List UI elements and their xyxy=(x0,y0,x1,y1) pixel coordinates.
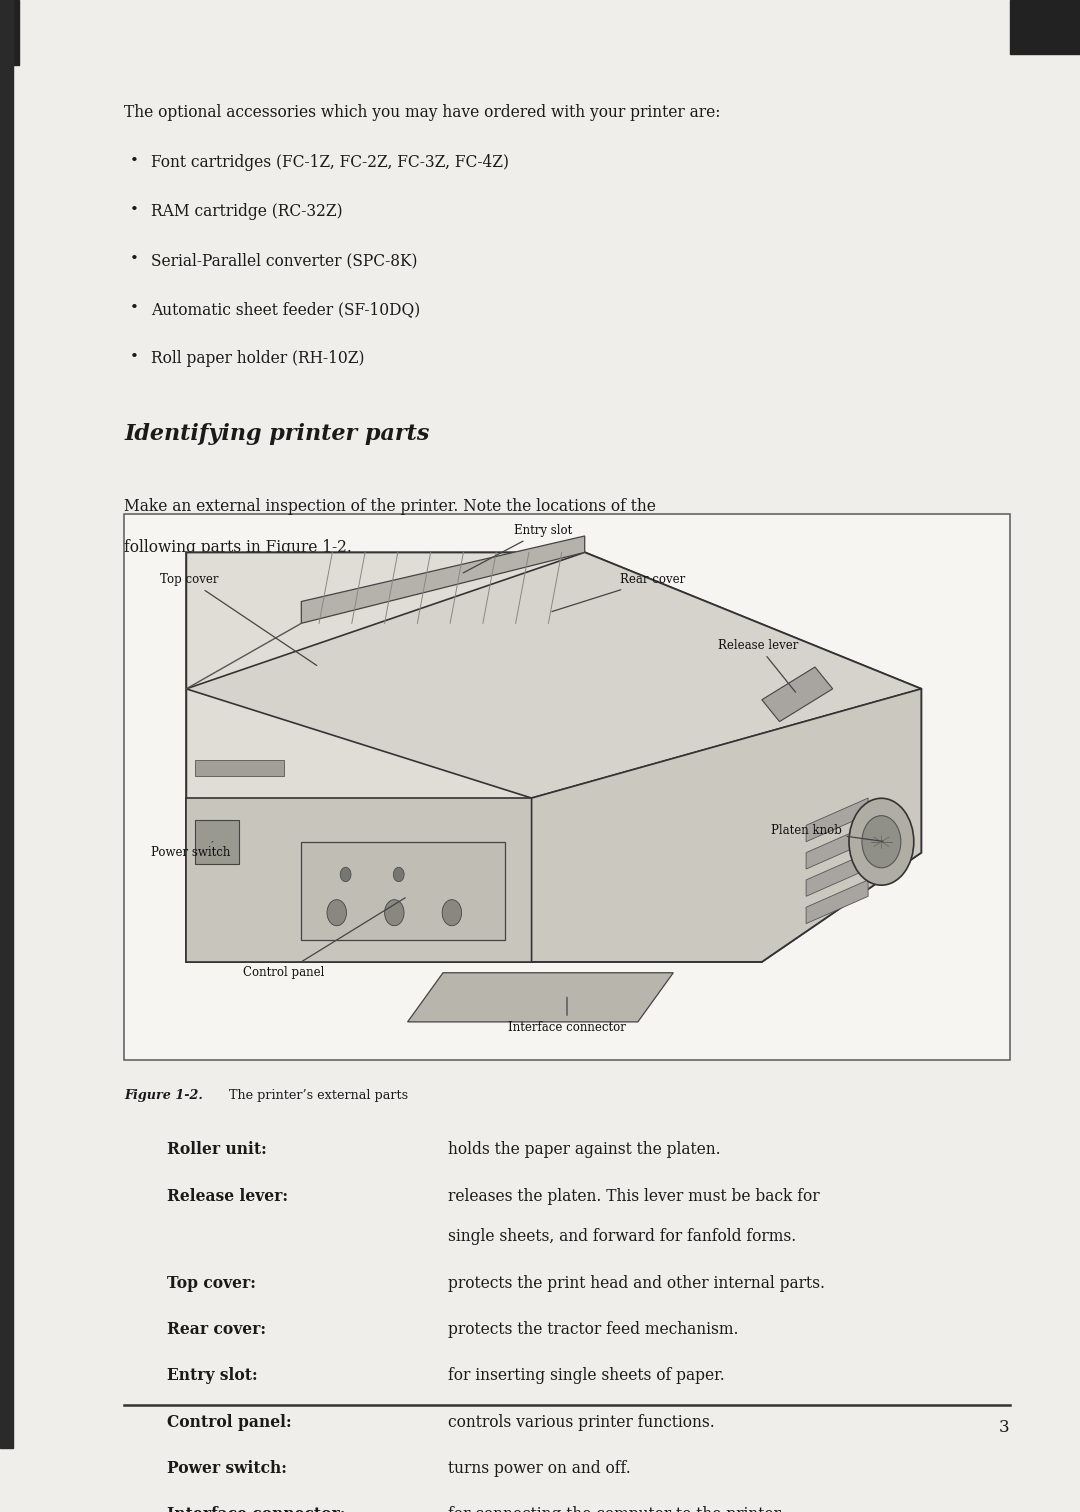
Text: Interface connector: Interface connector xyxy=(508,998,626,1034)
Text: Entry slot:: Entry slot: xyxy=(167,1367,258,1385)
Text: turns power on and off.: turns power on and off. xyxy=(448,1461,631,1477)
Circle shape xyxy=(862,815,901,868)
Text: Top cover:: Top cover: xyxy=(167,1275,256,1291)
Text: for connecting the computer to the printer.: for connecting the computer to the print… xyxy=(448,1506,784,1512)
Text: Entry slot: Entry slot xyxy=(463,525,572,573)
Text: holds the paper against the platen.: holds the paper against the platen. xyxy=(448,1142,720,1158)
Text: Roll paper holder (RH-10Z): Roll paper holder (RH-10Z) xyxy=(151,351,365,367)
Bar xyxy=(124,514,1010,1060)
Text: Power switch:: Power switch: xyxy=(167,1461,287,1477)
Text: Figure 1-2.: Figure 1-2. xyxy=(124,1089,203,1102)
Text: The printer’s external parts: The printer’s external parts xyxy=(225,1089,408,1102)
Polygon shape xyxy=(195,820,240,863)
Text: Release lever:: Release lever: xyxy=(167,1187,288,1205)
Polygon shape xyxy=(186,552,921,798)
Polygon shape xyxy=(407,972,673,1022)
Bar xyxy=(0,0,13,1448)
Text: •: • xyxy=(130,351,138,364)
Polygon shape xyxy=(806,826,868,869)
Text: Platen knob: Platen knob xyxy=(771,824,883,841)
Text: controls various printer functions.: controls various printer functions. xyxy=(448,1414,715,1430)
Circle shape xyxy=(327,900,347,925)
Polygon shape xyxy=(531,689,921,962)
Polygon shape xyxy=(186,798,531,962)
Text: Rear cover:: Rear cover: xyxy=(167,1321,267,1338)
Text: protects the print head and other internal parts.: protects the print head and other intern… xyxy=(448,1275,825,1291)
Polygon shape xyxy=(761,667,833,721)
Circle shape xyxy=(393,868,404,881)
Text: Roller unit:: Roller unit: xyxy=(167,1142,267,1158)
Text: releases the platen. This lever must be back for: releases the platen. This lever must be … xyxy=(448,1187,820,1205)
Text: •: • xyxy=(130,301,138,314)
Text: protects the tractor feed mechanism.: protects the tractor feed mechanism. xyxy=(448,1321,739,1338)
Bar xyxy=(1010,0,1080,53)
Text: Top cover: Top cover xyxy=(160,573,316,665)
Polygon shape xyxy=(195,761,284,776)
Text: Power switch: Power switch xyxy=(151,842,230,859)
Text: Control panel: Control panel xyxy=(243,898,405,980)
Text: Make an external inspection of the printer. Note the locations of the: Make an external inspection of the print… xyxy=(124,497,656,516)
Text: following parts in Figure 1-2.: following parts in Figure 1-2. xyxy=(124,538,352,556)
Text: Interface connector:: Interface connector: xyxy=(167,1506,346,1512)
Text: Release lever: Release lever xyxy=(717,638,798,692)
Text: Font cartridges (FC-1Z, FC-2Z, FC-3Z, FC-4Z): Font cartridges (FC-1Z, FC-2Z, FC-3Z, FC… xyxy=(151,154,509,171)
Text: RAM cartridge (RC-32Z): RAM cartridge (RC-32Z) xyxy=(151,203,342,219)
Text: Rear cover: Rear cover xyxy=(552,573,686,611)
Text: •: • xyxy=(130,203,138,216)
Circle shape xyxy=(384,900,404,925)
Text: single sheets, and forward for fanfold forms.: single sheets, and forward for fanfold f… xyxy=(448,1228,796,1246)
Text: •: • xyxy=(130,154,138,168)
Text: Automatic sheet feeder (SF-10DQ): Automatic sheet feeder (SF-10DQ) xyxy=(151,301,420,318)
Text: 3: 3 xyxy=(999,1420,1010,1436)
Bar xyxy=(0,0,19,65)
Polygon shape xyxy=(301,535,584,623)
Circle shape xyxy=(340,868,351,881)
Polygon shape xyxy=(806,853,868,897)
Circle shape xyxy=(442,900,461,925)
Text: The optional accessories which you may have ordered with your printer are:: The optional accessories which you may h… xyxy=(124,104,720,121)
Text: for inserting single sheets of paper.: for inserting single sheets of paper. xyxy=(448,1367,725,1385)
Polygon shape xyxy=(186,552,921,962)
Polygon shape xyxy=(806,880,868,924)
Text: Serial-Parallel converter (SPC-8K): Serial-Parallel converter (SPC-8K) xyxy=(151,253,418,269)
Text: Identifying printer parts: Identifying printer parts xyxy=(124,423,430,445)
Circle shape xyxy=(849,798,914,885)
Text: Control panel:: Control panel: xyxy=(167,1414,292,1430)
Polygon shape xyxy=(301,842,505,940)
Polygon shape xyxy=(806,798,868,842)
Text: •: • xyxy=(130,253,138,266)
